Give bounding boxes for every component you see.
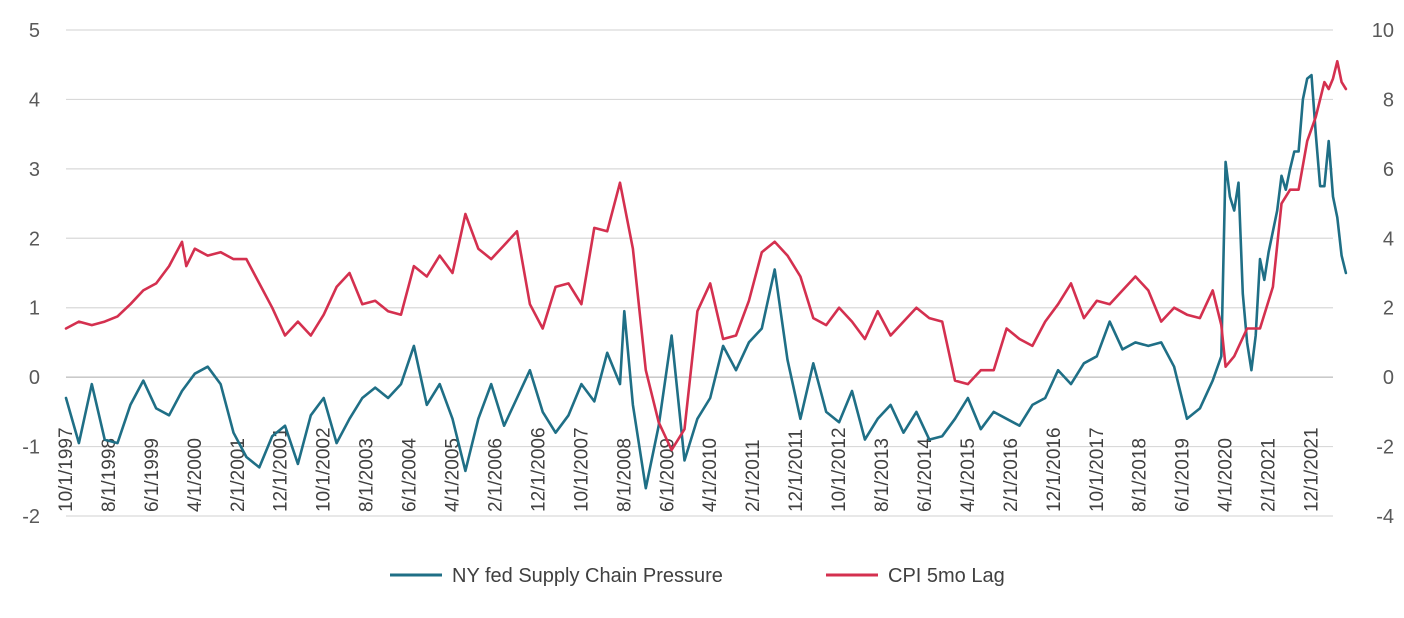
x-tick-label: 8/1/2008 [614,438,635,512]
series-line-1 [64,73,1348,490]
x-tick-label: 2/1/2001 [228,438,249,512]
x-tick-label: 12/1/2001 [271,427,292,512]
x-tick-label: 4/1/2005 [443,438,464,512]
x-tick-label: 4/1/2020 [1216,438,1237,512]
x-tick-label: 10/1/2012 [829,427,850,512]
right-y-tick-label: -2 [1376,437,1394,459]
left-y-tick-label: 3 [29,159,40,181]
legend-label-2: CPI 5mo Lag [888,565,1005,587]
x-tick-label: 4/1/2010 [700,438,721,512]
x-tick-label: 12/1/2021 [1302,427,1323,512]
x-tick-label: 4/1/2015 [958,438,979,512]
x-tick-label: 12/1/2016 [1044,427,1065,512]
x-tick-label: 6/1/2019 [1173,438,1194,512]
x-tick-label: 6/1/1999 [142,438,163,512]
x-tick-label: 12/1/2006 [528,427,549,512]
left-y-tick-label: 0 [29,367,40,389]
right-y-tick-label: 2 [1383,298,1394,320]
x-axis: 10/1/1997 8/1/1998 6/1/1999 4/1/2000 2/1/200… [56,376,1333,512]
x-tick-label: 8/1/2018 [1130,438,1151,512]
series-lines [64,59,1348,490]
left-y-tick-label: 2 [29,228,40,250]
right-y-tick-label: 10 [1372,20,1394,42]
left-y-tick-label: 1 [29,298,40,320]
legend-label-1: NY fed Supply Chain Pressure [452,565,723,587]
x-tick-label: 6/1/2009 [657,438,678,512]
left-y-tick-label: 4 [29,89,40,111]
x-tick-label: 12/1/2011 [786,429,807,512]
right-y-tick-label: 4 [1383,228,1394,250]
x-tick-label: 8/1/2013 [872,438,893,512]
x-tick-label: 2/1/2006 [485,438,506,512]
right-y-tick-label: 6 [1383,159,1394,181]
right-y-tick-label: -4 [1376,506,1394,528]
x-tick-label: 2/1/2016 [1001,438,1022,512]
x-tick-label: 10/1/2017 [1087,427,1108,512]
right-y-axis-ticks: 10 8 6 4 2 0 -2 -4 [1372,20,1394,528]
x-tick-label: 2/1/2021 [1259,438,1280,512]
series-line-2 [64,59,1348,452]
legend: NY fed Supply Chain Pressure CPI 5mo Lag [390,565,1005,587]
x-tick-label: 2/1/2011 [743,439,764,512]
right-y-tick-label: 8 [1383,89,1394,111]
left-y-tick-label: -2 [22,506,40,528]
x-tick-label: 8/1/2003 [357,438,378,512]
x-tick-label: 8/1/1998 [99,438,120,512]
x-tick-label: 10/1/2002 [314,427,335,512]
left-y-axis-ticks: 5 4 3 2 1 0 -1 -2 [22,20,40,528]
right-y-tick-label: 0 [1383,367,1394,389]
x-tick-label: 10/1/1997 [56,427,77,512]
x-tick-label: 10/1/2007 [571,427,592,512]
x-tick-label: 6/1/2004 [400,438,421,512]
left-y-tick-label: -1 [22,437,40,459]
x-tick-label: 6/1/2014 [915,438,936,512]
x-tick-label: 4/1/2000 [185,438,206,512]
left-y-tick-label: 5 [29,20,40,42]
